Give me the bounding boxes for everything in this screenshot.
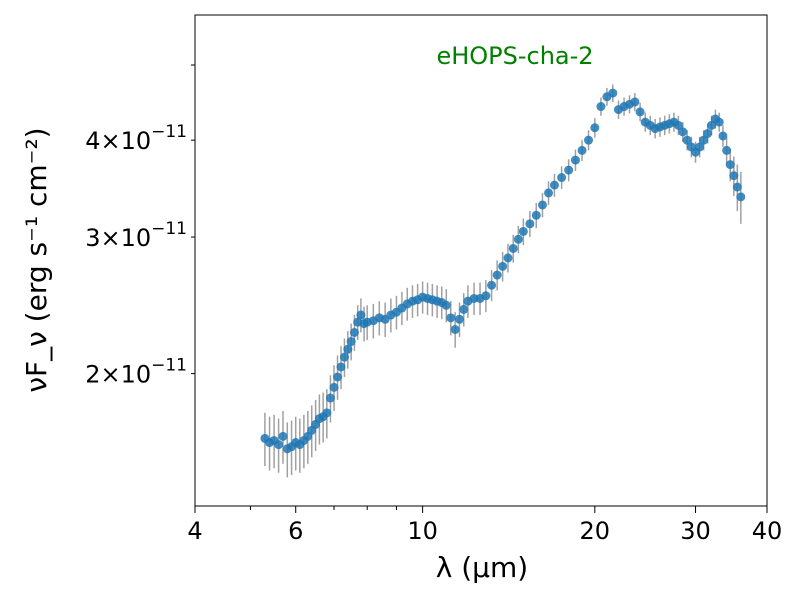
x-tick-label: 30 (680, 517, 711, 545)
data-point (722, 145, 732, 155)
data-point (343, 344, 353, 354)
data-point (682, 135, 692, 145)
y-tick-label: 4×10−11 (85, 122, 187, 155)
data-point (503, 253, 513, 263)
data-point (725, 160, 735, 170)
data-point (498, 261, 508, 271)
data-point (339, 352, 349, 362)
x-tick-label: 20 (580, 517, 611, 545)
data-point (349, 327, 359, 337)
data-point (678, 127, 688, 137)
data-point (446, 313, 456, 323)
data-point (336, 362, 346, 372)
data-point (635, 107, 645, 117)
data-point (544, 188, 554, 198)
data-point (450, 324, 460, 334)
data-point (492, 270, 502, 280)
data-point (584, 135, 594, 145)
data-point (508, 243, 518, 253)
data-point (608, 88, 618, 98)
x-axis-title: λ (μm) (436, 551, 528, 584)
data-point (699, 135, 709, 145)
data-point (274, 440, 284, 450)
data-point (736, 192, 746, 202)
annotation-label: eHOPS-cha-2 (436, 42, 593, 70)
data-point (537, 200, 547, 210)
plot-frame (194, 14, 768, 507)
data-point (718, 131, 728, 141)
data-point (557, 173, 567, 183)
data-point (590, 123, 600, 133)
data-point (325, 393, 335, 403)
data-point (487, 280, 497, 290)
data-point (630, 97, 640, 107)
data-point (673, 120, 683, 130)
data-point (278, 431, 288, 441)
data-point (441, 300, 451, 310)
data-point (732, 182, 742, 192)
data-point (596, 102, 606, 112)
data-point (329, 382, 339, 392)
x-tick-label: 40 (752, 517, 783, 545)
data-point (703, 128, 713, 138)
data-point (695, 142, 705, 152)
data-point (564, 165, 574, 175)
data-point (531, 210, 541, 220)
x-tick-label: 10 (407, 517, 438, 545)
ticks-layer: 4 6 10 20 30 40 2×10−11 3×10−11 4×10−11 (85, 64, 783, 545)
points-layer (260, 88, 746, 454)
data-point (729, 171, 739, 181)
data-point (356, 310, 366, 320)
data-point (577, 145, 587, 155)
y-tick-label: 3×10−11 (85, 219, 187, 252)
data-point (459, 304, 469, 314)
x-tick-label: 4 (187, 517, 202, 545)
data-point (346, 337, 356, 347)
data-point (513, 234, 523, 244)
y-axis-title: νF_ν (erg s⁻¹ cm⁻²) (20, 127, 53, 392)
data-point (518, 226, 528, 236)
data-point (525, 219, 535, 229)
data-point (549, 180, 559, 190)
x-tick-label: 6 (288, 517, 303, 545)
data-point (333, 372, 343, 382)
data-point (322, 408, 332, 418)
data-point (481, 291, 491, 301)
y-tick-label: 2×10−11 (85, 356, 187, 389)
data-point (570, 155, 580, 165)
data-point (454, 314, 464, 324)
data-point (714, 117, 724, 127)
